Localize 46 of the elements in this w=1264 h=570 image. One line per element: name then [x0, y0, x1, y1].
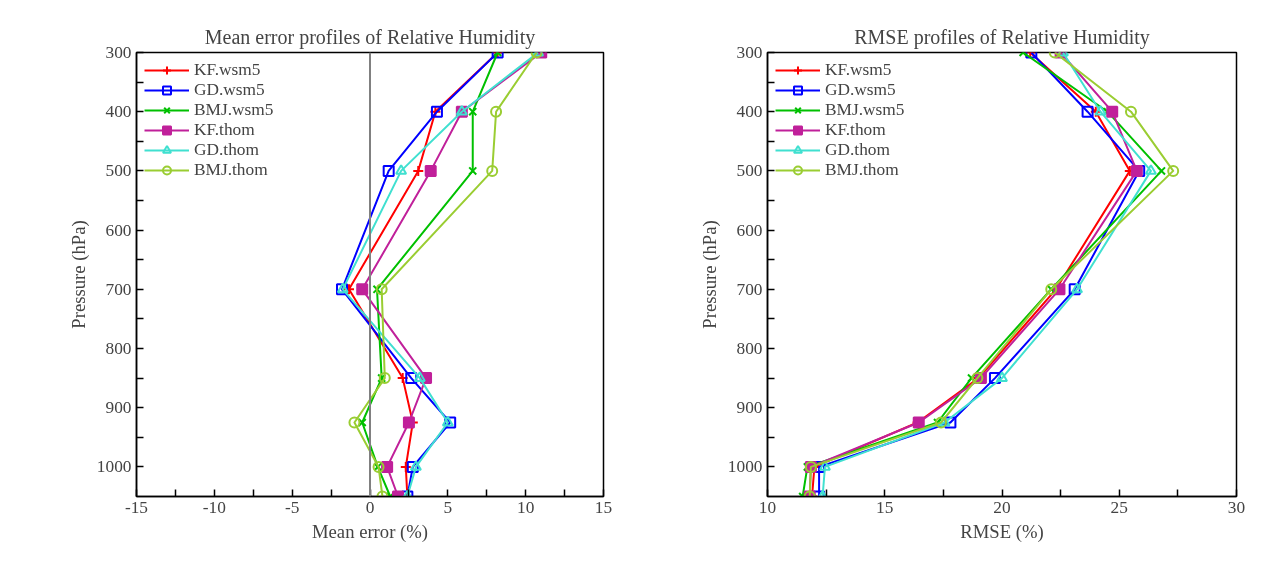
y-tick-label: 700	[105, 279, 132, 299]
x-tick-label: 15	[594, 497, 613, 517]
x-tick-label: 30	[1227, 497, 1246, 517]
y-tick-label: 1000	[727, 457, 763, 477]
legend-label: BMJ.wsm5	[825, 100, 905, 120]
legend-label: BMJ.thom	[194, 160, 268, 180]
y-tick-label: 400	[736, 102, 763, 122]
y-tick-label: 900	[105, 398, 132, 418]
y-axis-title: Pressure (hPa)	[698, 220, 721, 329]
y-tick-label: 600	[105, 220, 132, 240]
x-tick-label: 25	[1110, 497, 1128, 517]
x-tick-label: 5	[443, 497, 453, 517]
chart-title: Mean error profiles of Relative Humidity	[204, 25, 536, 49]
y-tick-label: 800	[105, 339, 132, 358]
x-axis-title: Mean error (%)	[311, 520, 429, 543]
legend-label: BMJ.wsm5	[194, 100, 274, 120]
x-tick-label: -10	[202, 497, 226, 517]
x-tick-label: -5	[284, 497, 300, 517]
y-tick-label: 800	[736, 339, 763, 358]
y-tick-label: 1000	[96, 457, 132, 477]
legend-label: GD.thom	[194, 140, 259, 160]
x-tick-label: -15	[124, 497, 149, 517]
y-tick-label: 600	[736, 220, 763, 240]
y-tick-label: 900	[736, 398, 763, 418]
y-tick-label: 400	[105, 102, 132, 122]
y-tick-label: 700	[736, 279, 763, 299]
x-tick-label: 10	[517, 497, 535, 517]
chart-title: RMSE profiles of Relative Humidity	[854, 25, 1150, 49]
x-tick-label: 20	[993, 497, 1011, 517]
x-tick-label: 15	[876, 497, 894, 517]
x-tick-label: 10	[758, 497, 777, 517]
y-tick-label: 300	[736, 43, 763, 62]
legend-label: GD.wsm5	[194, 80, 265, 100]
legend-label: KF.wsm5	[825, 60, 892, 80]
legend-label: GD.wsm5	[825, 80, 896, 100]
legend-label: BMJ.thom	[825, 160, 899, 180]
legend-label: KF.thom	[825, 120, 886, 140]
legend-label: KF.thom	[194, 120, 255, 140]
y-tick-label: 500	[105, 161, 132, 181]
x-axis-title: RMSE (%)	[960, 520, 1044, 543]
x-tick-label: 0	[365, 497, 375, 517]
legend-label: KF.wsm5	[194, 60, 261, 80]
y-tick-label: 300	[105, 43, 132, 62]
y-axis-title: Pressure (hPa)	[67, 220, 90, 329]
legend-label: GD.thom	[825, 140, 890, 160]
y-tick-label: 500	[736, 161, 763, 181]
